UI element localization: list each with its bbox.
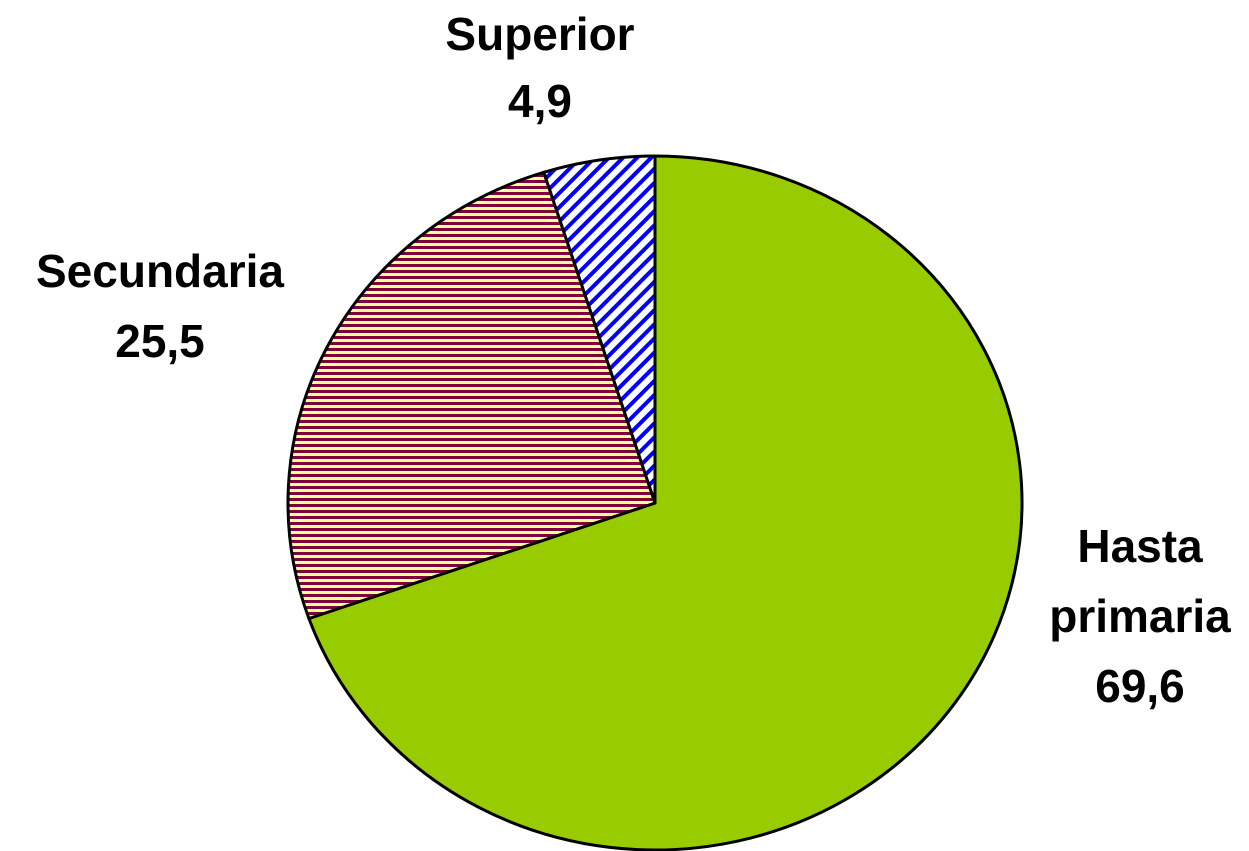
slice-value: 4,9: [508, 75, 572, 127]
slice-label: Secundaria: [36, 245, 284, 297]
pie-slice: [286, 170, 657, 620]
slice-label: Superior: [445, 8, 634, 60]
slice-label: Hasta primaria: [1049, 520, 1231, 642]
pie-slice: [307, 154, 1024, 851]
slice-value: 69,6: [1095, 660, 1185, 712]
pie-slice: [542, 154, 657, 505]
slice-value: 25,5: [115, 315, 205, 367]
